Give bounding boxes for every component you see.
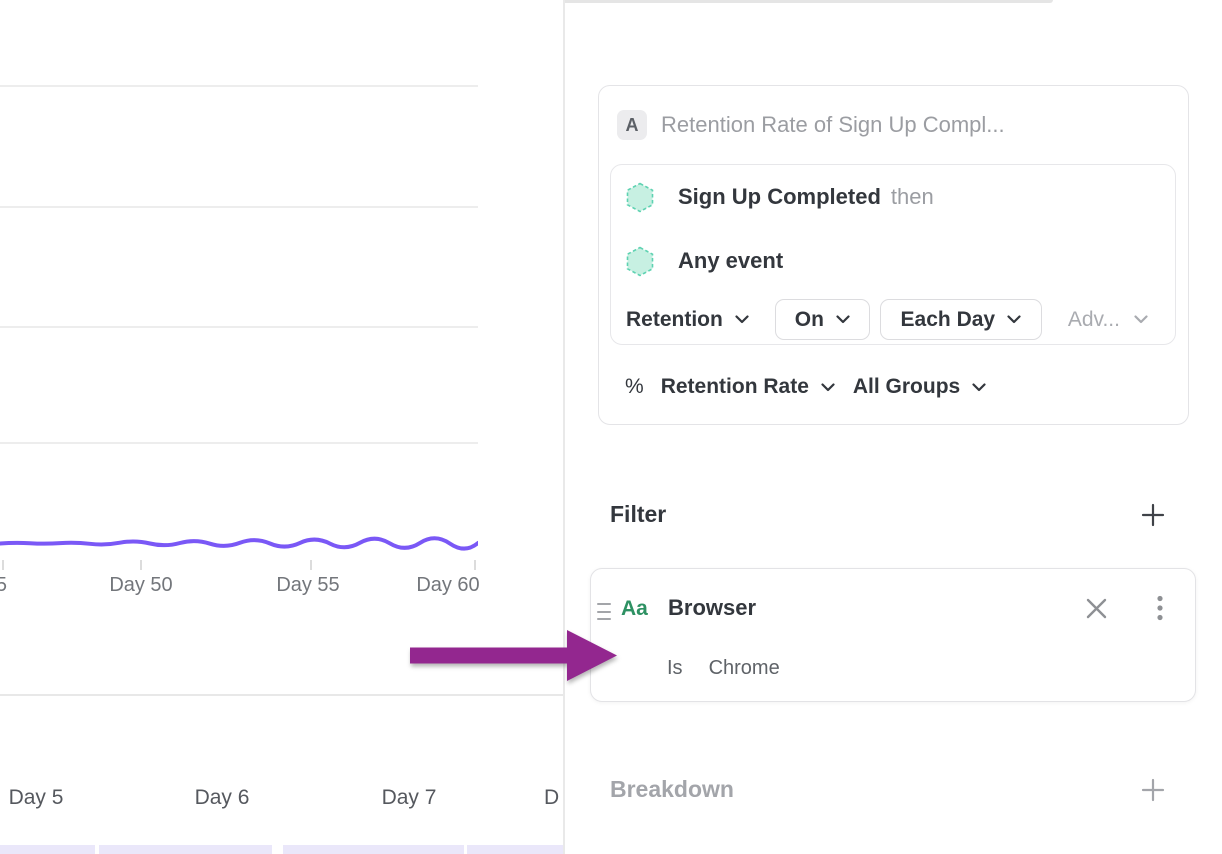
filter-section-title: Filter	[610, 501, 667, 527]
x-axis-label-partial: 5	[0, 574, 7, 596]
axis-tick	[140, 560, 142, 570]
filter-operator-dropdown[interactable]: Is	[667, 657, 683, 679]
property-type-badge: Aa	[621, 597, 648, 620]
chevron-down-icon	[735, 315, 749, 324]
chevron-down-icon	[821, 382, 835, 391]
x-axis-label: Day 55	[276, 574, 340, 596]
event-hexagon-icon	[626, 182, 654, 212]
axis-tick	[2, 560, 4, 570]
plus-icon	[1141, 778, 1165, 802]
filter-condition-row: Is Chrome	[667, 657, 780, 680]
event-name[interactable]: Sign Up Completed	[678, 184, 881, 209]
filter-property-dropdown[interactable]: Browser	[668, 595, 757, 620]
gridline	[0, 326, 478, 328]
line-path	[0, 536, 478, 551]
granularity-dropdown[interactable]: Each Day	[879, 299, 1042, 340]
table-top-border	[0, 694, 563, 696]
chevron-down-icon	[1007, 315, 1021, 324]
advanced-dropdown-label: Adv...	[1067, 307, 1120, 331]
metric-dropdown[interactable]: Retention Rate	[660, 375, 809, 398]
arrow-shape	[410, 630, 617, 681]
table-column-header[interactable]: Day 6	[194, 786, 250, 809]
query-series-card: A Retention Rate of Sign Up Compl... Sig…	[598, 85, 1189, 425]
filter-options-button[interactable]	[1148, 595, 1172, 621]
clipped-element-edge	[565, 0, 1053, 3]
table-column-header[interactable]: D	[544, 786, 560, 809]
retention-controls-row: Retention On Each Day	[626, 299, 1148, 340]
chevron-down-icon	[1134, 315, 1148, 324]
hexagon-shape	[626, 182, 654, 212]
table-column-header[interactable]: Day 5	[8, 786, 64, 809]
granularity-dropdown-label: Each Day	[900, 307, 996, 331]
measure-dropdown[interactable]: Retention	[626, 308, 749, 332]
filter-value-dropdown[interactable]: Chrome	[708, 657, 780, 679]
table-column-header[interactable]: Day 7	[381, 786, 437, 809]
event-suffix: then	[890, 184, 934, 209]
metric-row: % Retention Rate All Groups	[625, 372, 986, 402]
x-axis-label: Day 60	[416, 574, 480, 596]
event-row[interactable]: Sign Up Completed then	[626, 182, 934, 212]
series-badge: A	[617, 110, 647, 140]
retention-line-series[interactable]	[0, 533, 478, 554]
groups-dropdown[interactable]: All Groups	[852, 375, 961, 398]
measure-dropdown-label: Retention	[626, 307, 723, 331]
remove-filter-button[interactable]	[1084, 596, 1108, 620]
event-hexagon-icon	[626, 246, 654, 276]
add-filter-button[interactable]	[1140, 502, 1166, 528]
percent-sign: %	[625, 375, 644, 398]
hexagon-shape	[626, 246, 654, 276]
breakdown-section-title: Breakdown	[610, 776, 734, 802]
table-cell[interactable]	[467, 845, 563, 854]
event-name[interactable]: Any event	[678, 248, 784, 273]
event-row[interactable]: Any event	[626, 246, 783, 276]
chevron-down-icon	[836, 315, 850, 324]
x-axis-label: Day 50	[109, 574, 173, 596]
annotation-arrow	[410, 630, 617, 681]
panel-divider	[563, 0, 565, 854]
axis-tick	[474, 560, 476, 570]
close-icon	[1086, 598, 1106, 618]
table-cell[interactable]	[283, 845, 464, 854]
gridline	[0, 442, 478, 444]
chevron-down-icon	[972, 382, 986, 391]
add-breakdown-button[interactable]	[1140, 777, 1166, 803]
kebab-menu-icon	[1157, 595, 1163, 621]
gridline	[0, 206, 478, 208]
filter-card[interactable]: Aa Browser Is Chrome	[590, 568, 1196, 702]
series-title[interactable]: Retention Rate of Sign Up Compl...	[661, 112, 1005, 137]
table-cell[interactable]	[0, 845, 95, 854]
events-card: Sign Up Completed then Any event Retenti…	[610, 164, 1176, 345]
advanced-dropdown[interactable]: Adv...	[1068, 308, 1148, 332]
on-dropdown-label: On	[794, 307, 824, 331]
gridline	[0, 85, 478, 87]
axis-tick	[310, 560, 312, 570]
table-cell[interactable]	[99, 845, 272, 854]
drag-handle-icon[interactable]	[597, 603, 611, 620]
plus-icon	[1141, 503, 1165, 527]
on-dropdown[interactable]: On	[774, 299, 870, 340]
